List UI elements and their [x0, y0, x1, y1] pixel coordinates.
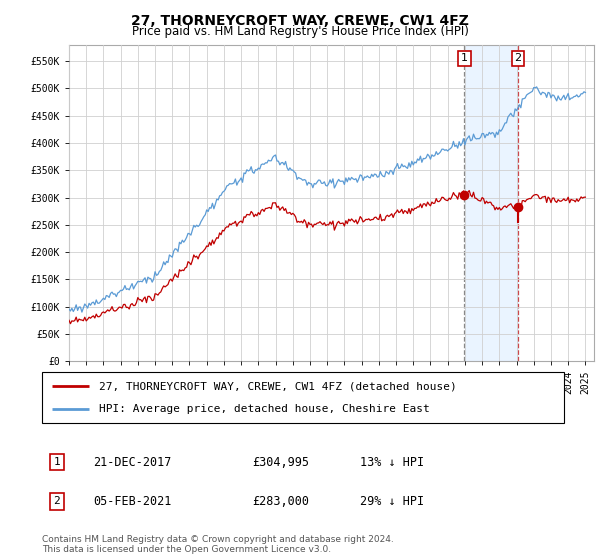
Text: Contains HM Land Registry data © Crown copyright and database right 2024.
This d: Contains HM Land Registry data © Crown c… — [42, 535, 394, 554]
Text: 27, THORNEYCROFT WAY, CREWE, CW1 4FZ: 27, THORNEYCROFT WAY, CREWE, CW1 4FZ — [131, 14, 469, 28]
Text: £304,995: £304,995 — [252, 455, 309, 469]
Text: 2: 2 — [515, 53, 521, 63]
Text: £283,000: £283,000 — [252, 494, 309, 508]
Text: 29% ↓ HPI: 29% ↓ HPI — [360, 494, 424, 508]
Text: 21-DEC-2017: 21-DEC-2017 — [93, 455, 172, 469]
Text: 1: 1 — [53, 457, 61, 467]
Text: 1: 1 — [461, 53, 468, 63]
Text: Price paid vs. HM Land Registry's House Price Index (HPI): Price paid vs. HM Land Registry's House … — [131, 25, 469, 38]
Text: 13% ↓ HPI: 13% ↓ HPI — [360, 455, 424, 469]
Text: 2: 2 — [53, 496, 61, 506]
Text: 05-FEB-2021: 05-FEB-2021 — [93, 494, 172, 508]
Text: 27, THORNEYCROFT WAY, CREWE, CW1 4FZ (detached house): 27, THORNEYCROFT WAY, CREWE, CW1 4FZ (de… — [100, 381, 457, 391]
Text: HPI: Average price, detached house, Cheshire East: HPI: Average price, detached house, Ches… — [100, 404, 430, 414]
